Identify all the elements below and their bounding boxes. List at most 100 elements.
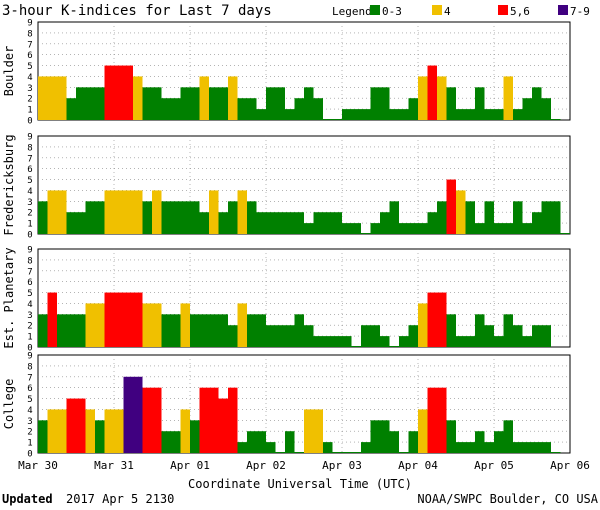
bar-3-51 bbox=[522, 442, 532, 453]
bar-0-11 bbox=[142, 87, 152, 120]
bar-0-24 bbox=[266, 87, 276, 120]
ytick-1-6: 6 bbox=[27, 165, 32, 175]
bar-3-33 bbox=[351, 452, 361, 453]
updated-value: 2017 Apr 5 2130 bbox=[66, 492, 174, 506]
bar-2-22 bbox=[247, 314, 257, 347]
bar-0-15 bbox=[180, 87, 190, 120]
bar-3-47 bbox=[484, 442, 494, 453]
bar-3-52 bbox=[532, 442, 542, 453]
bar-3-34 bbox=[361, 442, 371, 453]
bar-3-38 bbox=[399, 452, 409, 453]
bar-2-52 bbox=[532, 325, 542, 347]
bar-1-46 bbox=[475, 223, 485, 234]
bar-3-6 bbox=[95, 420, 105, 453]
bar-2-3 bbox=[66, 314, 76, 347]
bar-0-19 bbox=[218, 87, 228, 120]
bar-3-2 bbox=[57, 409, 67, 453]
bar-1-3 bbox=[66, 212, 76, 234]
bar-0-14 bbox=[171, 98, 181, 120]
ytick-2-2: 2 bbox=[27, 322, 32, 332]
bar-3-32 bbox=[342, 452, 352, 453]
xtick-2: Apr 01 bbox=[170, 459, 210, 472]
bar-2-27 bbox=[294, 314, 304, 347]
bar-2-47 bbox=[484, 325, 494, 347]
bar-1-6 bbox=[95, 201, 105, 234]
bar-2-37 bbox=[389, 346, 399, 347]
bar-0-2 bbox=[57, 76, 67, 120]
bar-1-7 bbox=[104, 190, 114, 234]
ytick-3-4: 4 bbox=[27, 406, 32, 416]
bar-0-37 bbox=[389, 109, 399, 120]
bar-0-35 bbox=[370, 87, 380, 120]
bar-2-0 bbox=[38, 314, 48, 347]
bar-0-0 bbox=[38, 76, 48, 120]
bar-1-14 bbox=[171, 201, 181, 234]
bar-2-31 bbox=[332, 336, 342, 347]
ytick-3-5: 5 bbox=[27, 395, 32, 405]
bar-2-6 bbox=[95, 303, 105, 347]
bar-3-8 bbox=[114, 409, 124, 453]
ytick-0-9: 9 bbox=[27, 19, 32, 29]
bar-1-30 bbox=[323, 212, 333, 234]
bar-0-32 bbox=[342, 109, 352, 120]
bar-3-14 bbox=[171, 431, 181, 453]
bar-3-18 bbox=[209, 387, 219, 453]
bar-0-34 bbox=[361, 109, 371, 120]
legend-swatch-3 bbox=[558, 5, 568, 15]
bar-1-34 bbox=[361, 233, 371, 234]
bar-3-17 bbox=[199, 387, 209, 453]
bar-2-34 bbox=[361, 325, 371, 347]
bar-2-29 bbox=[313, 336, 323, 347]
bar-3-12 bbox=[152, 387, 162, 453]
bar-2-43 bbox=[446, 314, 456, 347]
bar-1-11 bbox=[142, 201, 152, 234]
bar-2-36 bbox=[380, 336, 390, 347]
bar-3-35 bbox=[370, 420, 380, 453]
bar-2-18 bbox=[209, 314, 219, 347]
bar-3-3 bbox=[66, 398, 76, 453]
bar-2-4 bbox=[76, 314, 86, 347]
xtick-5: Apr 04 bbox=[398, 459, 438, 472]
ytick-1-8: 8 bbox=[27, 143, 32, 153]
ytick-3-9: 9 bbox=[27, 352, 32, 362]
xtick-1: Mar 31 bbox=[94, 459, 134, 472]
bar-0-7 bbox=[104, 65, 114, 120]
bar-2-33 bbox=[351, 346, 361, 347]
bar-1-23 bbox=[256, 212, 266, 234]
bar-2-30 bbox=[323, 336, 333, 347]
ytick-0-4: 4 bbox=[27, 73, 32, 83]
bar-3-30 bbox=[323, 442, 333, 453]
bar-2-42 bbox=[437, 292, 447, 347]
bar-1-33 bbox=[351, 223, 361, 234]
bar-1-22 bbox=[247, 201, 257, 234]
bar-3-20 bbox=[228, 387, 238, 453]
bar-0-4 bbox=[76, 87, 86, 120]
bar-3-44 bbox=[456, 442, 466, 453]
bar-2-40 bbox=[418, 303, 428, 347]
bar-1-18 bbox=[209, 190, 219, 234]
bar-0-27 bbox=[294, 98, 304, 120]
bar-0-26 bbox=[285, 109, 295, 120]
ytick-2-3: 3 bbox=[27, 311, 32, 321]
bar-2-48 bbox=[494, 336, 504, 347]
bar-2-5 bbox=[85, 303, 95, 347]
bar-1-20 bbox=[228, 201, 238, 234]
ytick-1-2: 2 bbox=[27, 209, 32, 219]
ytick-2-4: 4 bbox=[27, 300, 32, 310]
chart-title: 3-hour K-indices for Last 7 days bbox=[2, 3, 272, 19]
legend-title: Legend: bbox=[332, 5, 378, 18]
bar-0-41 bbox=[427, 65, 437, 120]
bar-1-9 bbox=[123, 190, 133, 234]
xtick-4: Apr 03 bbox=[322, 459, 362, 472]
bar-1-28 bbox=[304, 223, 314, 234]
bar-3-1 bbox=[47, 409, 57, 453]
bar-2-32 bbox=[342, 336, 352, 347]
ytick-0-3: 3 bbox=[27, 84, 32, 94]
bar-0-47 bbox=[484, 109, 494, 120]
legend-label-3: 7-9 bbox=[570, 5, 590, 18]
bar-0-39 bbox=[408, 98, 418, 120]
panel-label-1: Fredericksburg bbox=[2, 134, 16, 235]
bar-1-24 bbox=[266, 212, 276, 234]
